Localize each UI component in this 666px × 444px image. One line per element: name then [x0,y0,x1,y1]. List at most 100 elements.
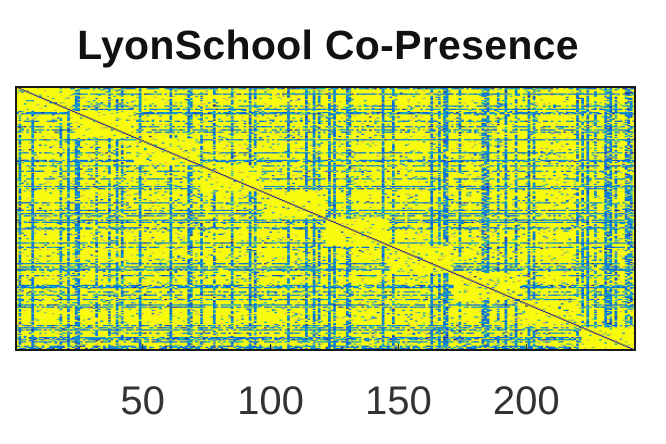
heatmap-cell [632,138,636,140]
heatmap-cell [604,91,608,93]
heatmap-cell [586,98,590,101]
heatmap-cell [172,158,175,160]
heatmap-cell [108,151,111,153]
heatmap-cell [407,105,411,107]
heatmap-cell [376,160,380,163]
heatmap-cell [345,102,349,104]
heatmap-cell [581,102,584,104]
heatmap-cell [345,156,349,158]
heatmap-cell [481,145,485,147]
heatmap-cell [271,159,275,162]
heatmap-cell [404,144,408,146]
heatmap-cell [478,94,482,96]
heatmap-cell [189,98,193,101]
heatmap-cell [141,165,145,167]
heatmap-cell [560,113,564,115]
heatmap-cell [100,135,104,138]
heatmap-cell [182,89,185,91]
heatmap-diagonal-cell [95,120,98,122]
heatmap-cell [113,89,116,91]
heatmap-cell [611,159,615,162]
heatmap-cell [333,116,336,118]
heatmap-cell [256,93,260,95]
heatmap-cell [187,115,193,117]
heatmap-cell [131,165,134,167]
heatmap-cell [576,107,579,109]
heatmap-cell [496,123,500,126]
heatmap-cell [100,89,104,91]
heatmap-cell [473,139,477,141]
heatmap-cell [576,117,579,119]
heatmap-cell [586,132,590,134]
heatmap-cell [59,127,63,129]
heatmap-cell [604,157,608,159]
heatmap-cell [31,144,35,146]
heatmap-cell [361,160,367,163]
heatmap-cell [31,110,35,113]
heatmap-cell [583,112,587,114]
heatmap-cell [496,164,500,166]
heatmap-cell [87,160,91,163]
heatmap-cell [392,154,395,156]
heatmap-cell [41,160,45,163]
heatmap-cell [241,139,244,141]
heatmap-cell [571,120,574,122]
heatmap-cell [235,93,239,95]
heatmap-cell [609,166,613,168]
heatmap-cell [573,93,577,95]
heatmap-cell [212,123,216,126]
heatmap-cell [481,94,485,96]
heatmap-cell [381,139,385,141]
heatmap-cell [205,90,208,92]
heatmap-cell [565,112,569,114]
heatmap-cell [361,165,365,167]
heatmap-cell [555,159,559,162]
heatmap-cell [374,122,377,125]
heatmap-cell [18,90,22,92]
heatmap-cell [312,150,316,152]
heatmap-cell [453,131,457,133]
heatmap-diagonal-cell [179,156,183,158]
heatmap-cell [100,108,104,110]
heatmap-cell [251,113,260,115]
heatmap-cell [578,108,587,110]
heatmap-cell [512,88,515,90]
heatmap-cell [233,109,237,112]
heatmap-cell [629,112,633,114]
heatmap-cell [220,88,226,90]
heatmap-cell [345,110,349,113]
heatmap-cell [409,159,413,162]
heatmap-cell [443,152,446,154]
heatmap-cell [504,155,508,157]
heatmap-cell [427,163,431,165]
heatmap-cell [248,98,252,101]
heatmap-cell [532,164,536,166]
heatmap-cell [108,96,111,99]
heatmap-cell [95,143,98,145]
heatmap-cell [343,165,347,167]
heatmap-cell [455,113,462,115]
heatmap-cell [586,152,590,154]
heatmap-cell [182,140,185,142]
heatmap-cell [586,135,590,138]
heatmap-cell [427,128,431,130]
heatmap-cell [550,120,554,122]
heatmap-cell [512,139,515,141]
heatmap-cell [266,112,270,114]
heatmap-cell [461,129,464,131]
heatmap-cell [581,121,584,124]
heatmap-cell [624,167,628,169]
heatmap-cell [481,141,485,143]
heatmap-cell [333,110,336,113]
heatmap-cell [248,122,252,125]
heatmap-cell [514,117,518,119]
heatmap-cell [361,141,365,143]
heatmap-cell [18,129,22,131]
heatmap-cell [499,93,503,95]
heatmap-cell [138,104,142,106]
heatmap-cell [294,152,298,154]
heatmap-cell [463,139,467,141]
heatmap-cell [461,144,464,146]
heatmap-cell [345,150,352,152]
heatmap-cell [212,152,216,154]
